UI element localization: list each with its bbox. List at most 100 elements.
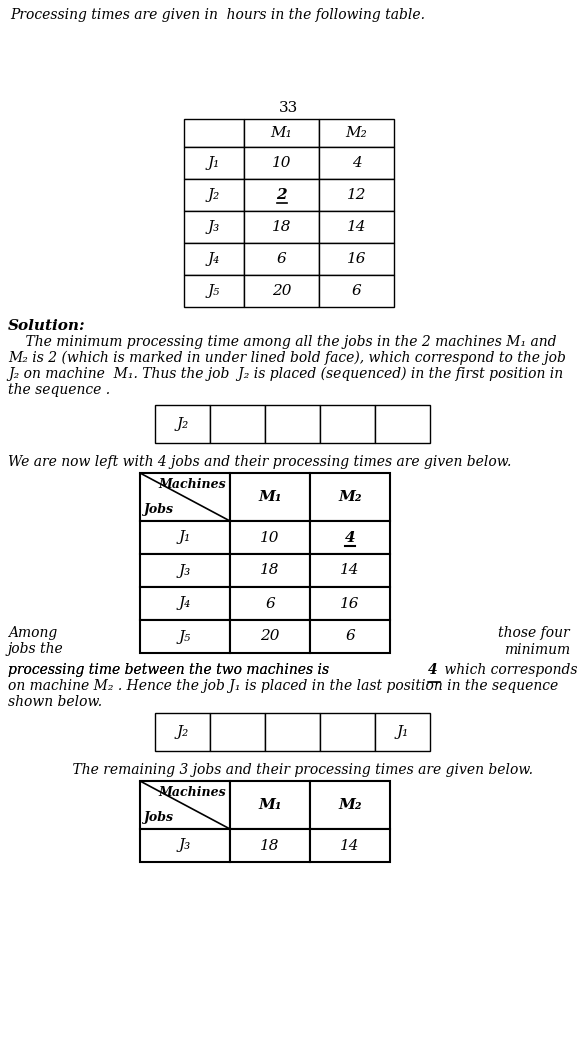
Bar <box>320 405 375 443</box>
Text: 20: 20 <box>272 284 291 298</box>
Bar <box>310 620 390 653</box>
Text: J₁: J₁ <box>179 530 191 545</box>
Text: J₁: J₁ <box>208 156 220 170</box>
Bar <box>310 587 390 620</box>
Bar <box>319 179 394 210</box>
Text: J₃: J₃ <box>179 839 191 852</box>
Bar <box>210 405 265 443</box>
Bar <box>319 243 394 275</box>
Text: J₁: J₁ <box>397 725 409 739</box>
Text: 6: 6 <box>345 629 355 644</box>
Bar <box>140 620 230 653</box>
Bar <box>244 147 319 179</box>
Bar <box>184 243 244 275</box>
Text: 18: 18 <box>260 839 280 852</box>
Bar <box>184 275 244 307</box>
Bar <box>319 119 394 147</box>
Text: processing time between the two machines is: processing time between the two machines… <box>8 663 334 677</box>
Text: J₂ on machine  M₁. Thus the job  J₂ is placed (sequenced) in the first position : J₂ on machine M₁. Thus the job J₂ is pla… <box>8 367 563 381</box>
Text: shown below.: shown below. <box>8 695 102 709</box>
Text: J₄: J₄ <box>179 596 191 611</box>
Bar <box>319 275 394 307</box>
Bar <box>375 405 430 443</box>
Text: 33: 33 <box>279 101 299 115</box>
Text: We are now left with 4 jobs and their processing times are given below.: We are now left with 4 jobs and their pr… <box>8 455 512 469</box>
Text: J₂: J₂ <box>176 725 188 739</box>
Text: 20: 20 <box>260 629 280 644</box>
Bar <box>140 782 230 829</box>
Text: Solution:: Solution: <box>8 319 86 333</box>
Text: 16: 16 <box>340 596 360 611</box>
Text: M₁: M₁ <box>258 490 281 504</box>
Text: J₅: J₅ <box>179 629 191 644</box>
Text: J₃: J₃ <box>179 564 191 577</box>
Text: M₂: M₂ <box>338 798 362 812</box>
Bar <box>310 554 390 587</box>
Text: 12: 12 <box>347 188 366 202</box>
Bar <box>230 521 310 554</box>
Bar <box>310 521 390 554</box>
Bar <box>184 179 244 210</box>
Bar <box>230 829 310 862</box>
Text: on machine M₂ . Hence the job J₁ is placed in the last position in the sequence: on machine M₂ . Hence the job J₁ is plac… <box>8 679 558 693</box>
Text: 14: 14 <box>347 220 366 234</box>
Text: Processing times are given in  hours in the following table.: Processing times are given in hours in t… <box>10 8 425 22</box>
Text: Jobs: Jobs <box>144 811 174 824</box>
Bar <box>244 243 319 275</box>
Text: processing time between the two machines is: processing time between the two machines… <box>8 663 334 677</box>
Text: jobs the: jobs the <box>8 643 64 656</box>
Text: Machines: Machines <box>158 786 226 799</box>
Text: J₅: J₅ <box>208 284 220 298</box>
Bar <box>140 829 230 862</box>
Text: minimum: minimum <box>504 643 570 656</box>
Bar <box>140 521 230 554</box>
Bar <box>140 587 230 620</box>
Text: Jobs: Jobs <box>144 503 174 516</box>
Text: 10: 10 <box>272 156 291 170</box>
Text: 4: 4 <box>344 530 355 545</box>
Text: 6: 6 <box>351 284 361 298</box>
Bar <box>210 713 265 751</box>
Bar <box>244 210 319 243</box>
Bar <box>310 829 390 862</box>
Text: 4: 4 <box>428 663 438 677</box>
Bar <box>230 473 310 521</box>
Text: 16: 16 <box>347 252 366 266</box>
Bar <box>244 119 319 147</box>
Text: J₃: J₃ <box>208 220 220 234</box>
Bar <box>230 587 310 620</box>
Bar <box>140 473 230 521</box>
Text: 6: 6 <box>265 596 275 611</box>
Bar <box>244 275 319 307</box>
Text: M₂: M₂ <box>338 490 362 504</box>
Text: the sequence .: the sequence . <box>8 383 110 397</box>
Text: those four: those four <box>498 626 570 641</box>
Bar <box>184 119 244 147</box>
Text: M₂: M₂ <box>346 126 368 140</box>
Text: The remaining 3 jobs and their processing times are given below.: The remaining 3 jobs and their processin… <box>55 763 533 777</box>
Text: J₂: J₂ <box>176 417 188 431</box>
Bar <box>265 405 320 443</box>
Text: 2: 2 <box>276 188 287 202</box>
Text: which corresponds to the job J₁: which corresponds to the job J₁ <box>440 663 578 677</box>
Text: M₁: M₁ <box>258 798 281 812</box>
Text: 14: 14 <box>340 839 360 852</box>
Bar <box>310 473 390 521</box>
Text: Among: Among <box>8 626 57 641</box>
Bar <box>155 405 210 443</box>
Bar <box>320 713 375 751</box>
Text: The minimum processing time among all the jobs in the 2 machines M₁ and: The minimum processing time among all th… <box>8 334 557 349</box>
Bar <box>319 147 394 179</box>
Bar <box>184 210 244 243</box>
Text: Machines: Machines <box>158 478 226 491</box>
Bar <box>230 782 310 829</box>
Bar <box>230 554 310 587</box>
Text: J₄: J₄ <box>208 252 220 266</box>
Bar <box>155 713 210 751</box>
Bar <box>230 620 310 653</box>
Bar <box>375 713 430 751</box>
Bar <box>140 554 230 587</box>
Text: 6: 6 <box>277 252 286 266</box>
Text: M₁: M₁ <box>271 126 292 140</box>
Text: 18: 18 <box>260 564 280 577</box>
